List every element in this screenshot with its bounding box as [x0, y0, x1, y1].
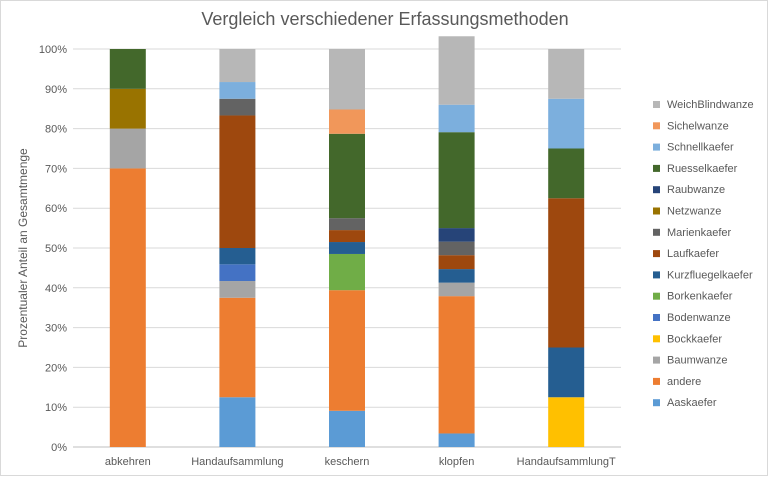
bar-segment-klopfen-andere: [438, 296, 475, 434]
legend-label-kurzfluegelkaefer: Kurzfluegelkaefer: [667, 269, 753, 281]
legend-swatch-andere: [653, 377, 660, 385]
legend-swatch-aaskaefer: [653, 399, 660, 407]
bar-segment-keschern-weichblindwanze: [329, 49, 365, 110]
x-tick-label: abkehren: [105, 456, 151, 468]
legend-label-weichblindwanze: WeichBlindwanze: [667, 99, 754, 111]
y-tick-label: 90%: [45, 84, 67, 96]
legend-label-laufkaefer: Laufkaefer: [667, 248, 719, 260]
bar-segment-handaufsammlung-marienkaefer: [219, 98, 256, 116]
bar-segment-abkehren-andere: [109, 168, 146, 447]
bar-segment-keschern-laufkaefer: [329, 230, 365, 243]
bar-segment-handaufsammlung-bodenwanze: [219, 264, 256, 282]
y-axis-label: Prozentualer Anteil an Gesamtmenge: [16, 148, 30, 348]
legend-label-borkenkaefer: Borkenkaefer: [667, 291, 733, 303]
x-tick-label: HandaufsammlungT: [517, 456, 616, 468]
y-tick-label: 40%: [45, 283, 67, 295]
bar-segment-handaufsammlung-weichblindwanze: [219, 49, 256, 83]
bar-segment-handaufsammlungt-laufkaefer: [548, 198, 585, 348]
legend-label-bockkaefer: Bockkaefer: [667, 333, 722, 345]
bar-segment-handaufsammlungt-kurzfluegelkaefer: [548, 347, 585, 398]
legend-label-ruesselkaefer: Ruesselkaefer: [667, 163, 738, 175]
legend-swatch-netzwanze: [653, 207, 660, 215]
y-tick-label: 100%: [39, 44, 67, 56]
bar-segment-abkehren-ruesselkaefer: [109, 49, 146, 89]
bar-segment-klopfen-weichblindwanze: [438, 36, 475, 105]
legend-swatch-bodenwanze: [653, 314, 660, 321]
legend-label-netzwanze: Netzwanze: [667, 206, 721, 218]
legend-swatch-baumwanze: [653, 356, 660, 364]
y-tick-label: 60%: [45, 203, 67, 215]
legend-label-marienkaefer: Marienkaefer: [667, 227, 732, 239]
x-tick-label: klopfen: [439, 456, 474, 468]
bar-segment-handaufsammlungt-bockkaefer: [548, 397, 585, 447]
legend-swatch-kurzfluegelkaefer: [653, 271, 660, 279]
legend-swatch-schnellkaefer: [653, 143, 660, 151]
bar-segment-keschern-marienkaefer: [329, 218, 365, 231]
legend-label-raubwanze: Raubwanze: [667, 184, 725, 196]
y-tick-label: 50%: [45, 243, 67, 255]
bar-segment-abkehren-baumwanze: [109, 128, 146, 169]
legend-swatch-borkenkaefer: [653, 292, 660, 300]
bar-segment-handaufsammlung-kurzfluegelkaefer: [219, 248, 256, 265]
x-tick-label: Handaufsammlung: [191, 456, 283, 468]
bar-segment-handaufsammlungt-ruesselkaefer: [548, 148, 585, 199]
legend-label-schnellkaefer: Schnellkaefer: [667, 142, 734, 154]
bar-segment-handaufsammlung-aaskaefer: [219, 397, 256, 447]
legend-label-baumwanze: Baumwanze: [667, 355, 728, 367]
legend-swatch-weichblindwanze: [653, 101, 660, 108]
legend-swatch-raubwanze: [653, 186, 660, 194]
legend-swatch-laufkaefer: [653, 250, 660, 258]
y-tick-label: 30%: [45, 323, 67, 335]
bar-segment-handaufsammlungt-weichblindwanze: [548, 49, 585, 99]
legend-swatch-bockkaefer: [653, 335, 660, 343]
y-tick-label: 70%: [45, 163, 67, 175]
legend-label-andere: andere: [667, 376, 701, 388]
bar-segment-handaufsammlung-laufkaefer: [219, 115, 256, 248]
bar-segment-abkehren-netzwanze: [109, 88, 146, 129]
bar-segment-keschern-borkenkaefer: [329, 253, 365, 291]
bar-segment-klopfen-kurzfluegelkaefer: [438, 269, 475, 283]
y-tick-label: 80%: [45, 124, 67, 136]
legend-label-aaskaefer: Aaskaefer: [667, 397, 717, 409]
legend-label-sichelwanze: Sichelwanze: [667, 120, 729, 132]
legend-swatch-sichelwanze: [653, 122, 660, 130]
bar-segment-klopfen-marienkaefer: [438, 241, 475, 256]
bar-segment-klopfen-raubwanze: [438, 228, 475, 242]
bar-segment-klopfen-schnellkaefer: [438, 104, 475, 133]
bar-segment-klopfen-laufkaefer: [438, 255, 475, 270]
bar-segment-klopfen-baumwanze: [438, 282, 475, 297]
bar-segment-handaufsammlungt-schnellkaefer: [548, 98, 585, 149]
bar-segment-keschern-andere: [329, 290, 365, 411]
bar-segment-klopfen-ruesselkaefer: [438, 132, 475, 229]
bar-segment-keschern-sichelwanze: [329, 109, 365, 134]
y-tick-label: 10%: [45, 402, 67, 414]
bar-segment-klopfen-aaskaefer: [438, 433, 475, 447]
bar-segment-handaufsammlung-baumwanze: [219, 281, 256, 298]
x-tick-label: keschern: [325, 456, 370, 468]
y-tick-label: 0%: [51, 442, 67, 454]
legend-swatch-ruesselkaefer: [653, 164, 660, 172]
bar-segment-handaufsammlung-schnellkaefer: [219, 82, 256, 99]
bar-segment-keschern-ruesselkaefer: [329, 133, 365, 219]
legend-label-bodenwanze: Bodenwanze: [667, 312, 731, 324]
bar-segment-keschern-kurzfluegelkaefer: [329, 242, 365, 254]
legend-swatch-marienkaefer: [653, 228, 660, 236]
chart-title: Vergleich verschiedener Erfassungsmethod…: [201, 9, 569, 29]
y-tick-label: 20%: [45, 362, 67, 374]
bar-segment-handaufsammlung-andere: [219, 297, 256, 398]
bar-segment-keschern-aaskaefer: [329, 410, 365, 447]
